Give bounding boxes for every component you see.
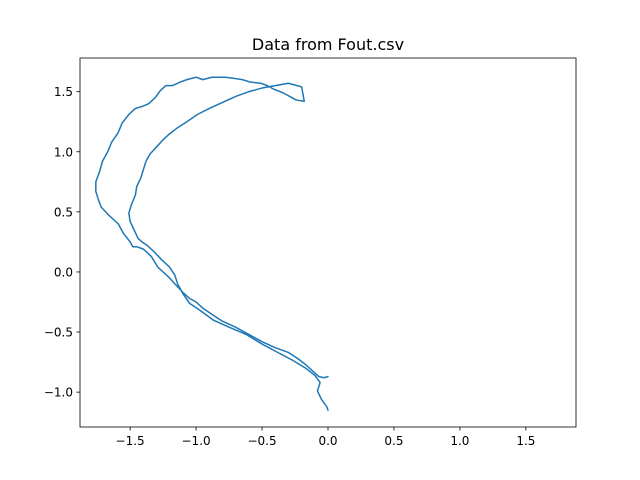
x-tick-label: 1.0 bbox=[450, 434, 469, 448]
plot-series bbox=[95, 76, 329, 411]
series-line-0 bbox=[95, 76, 329, 411]
y-tick-label: 1.5 bbox=[54, 85, 73, 99]
x-axis-ticks: −1.5 −1.0 −0.5 0.0 0.5 1.0 1.5 bbox=[116, 427, 535, 448]
x-tick-label: −1.0 bbox=[182, 434, 211, 448]
plot-frame bbox=[79, 57, 577, 428]
y-axis-ticks: −1.0 −0.5 0.0 0.5 1.0 1.5 bbox=[44, 85, 80, 400]
x-tick-label: −1.5 bbox=[116, 434, 145, 448]
y-tick-label: −0.5 bbox=[44, 326, 73, 340]
y-tick-label: −1.0 bbox=[44, 386, 73, 400]
x-tick-label: 1.5 bbox=[516, 434, 535, 448]
x-tick-label: 0.5 bbox=[384, 434, 403, 448]
x-tick-label: 0.0 bbox=[318, 434, 337, 448]
x-tick-label: −0.5 bbox=[247, 434, 276, 448]
y-tick-label: 1.0 bbox=[54, 145, 73, 159]
chart-title: Data from Fout.csv bbox=[252, 35, 404, 54]
y-tick-label: 0.0 bbox=[54, 265, 73, 279]
y-tick-label: 0.5 bbox=[54, 205, 73, 219]
